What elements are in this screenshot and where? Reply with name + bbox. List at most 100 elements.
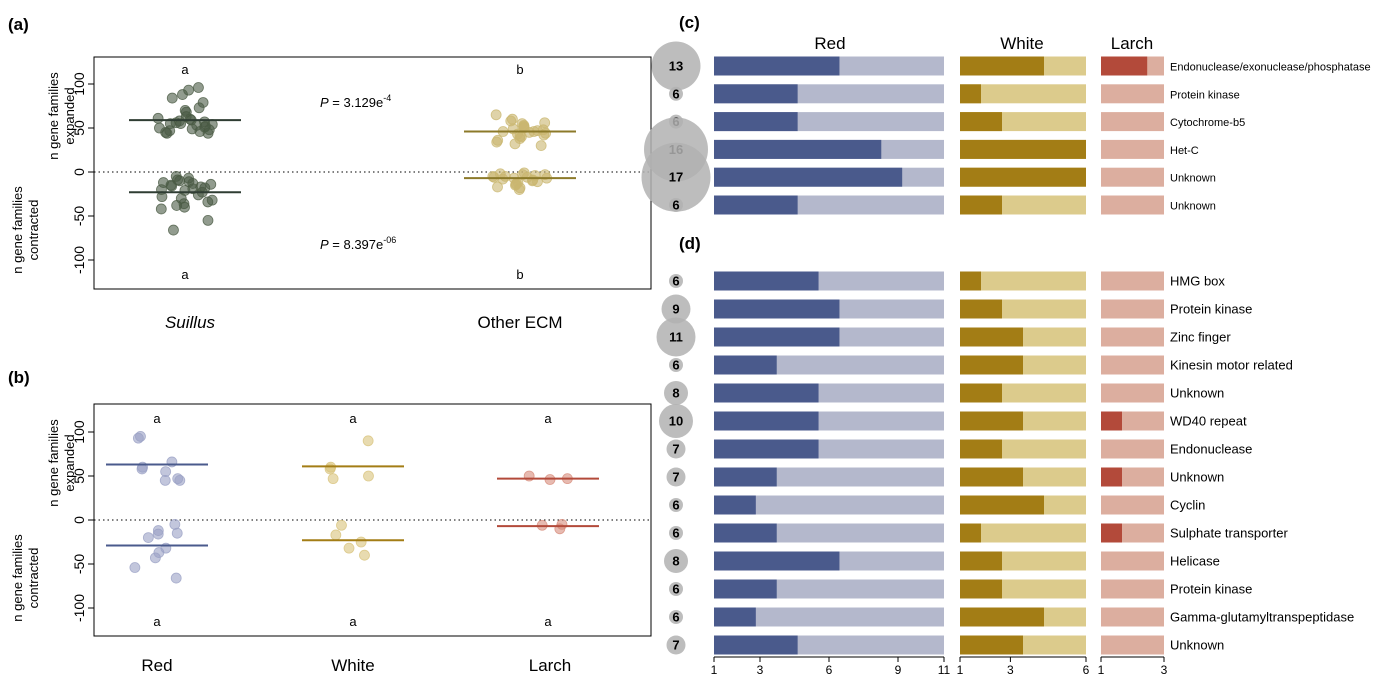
panel-b-letter-top-1: a [153, 411, 161, 426]
data-point [327, 473, 339, 485]
data-point [343, 542, 355, 554]
row-label: Unknown [1170, 638, 1224, 653]
white-bar [960, 607, 1044, 627]
larch-bar-track [1101, 299, 1164, 319]
row-label: Protein kinase [1170, 89, 1240, 101]
count-circle [669, 610, 683, 624]
panel-b-group-larch: Larch [529, 656, 572, 675]
count-label: 7 [672, 442, 679, 457]
count-label: 6 [672, 498, 679, 513]
row-label: Unknown [1170, 201, 1216, 213]
data-point [202, 127, 214, 139]
panel-b-letter-bottom-1: a [153, 614, 161, 629]
data-point [152, 528, 164, 540]
larch-bar-track [1101, 112, 1164, 132]
row-label: Protein kinase [1170, 582, 1252, 597]
red-bar-track [714, 607, 944, 627]
data-point [152, 112, 164, 124]
panel-a-letter-bottom-2: b [516, 267, 523, 282]
data-point [491, 136, 503, 148]
white-bar [960, 56, 1044, 76]
panel-c-header-red: Red [814, 34, 845, 53]
count-label: 6 [672, 610, 679, 625]
panel-b-label: (b) [8, 368, 30, 387]
white-bar [960, 327, 1023, 347]
data-point [202, 214, 214, 226]
panel-b: (b) 100 50 0 -50 -100 n gene families expand… [8, 368, 652, 675]
panel-b-letter-bottom-3: a [544, 614, 552, 629]
panel-a-p-value-top: P = 3.129e-4 [320, 93, 391, 110]
panel-b-ylabel-top-1: n gene families [46, 419, 61, 507]
count-circle [656, 317, 696, 357]
y-tick-label: 100 [71, 72, 87, 96]
panel-c-header-white: White [1000, 34, 1043, 53]
row-label: WD40 repeat [1170, 414, 1247, 429]
x-tick-label: 1 [711, 663, 718, 676]
data-point [155, 203, 167, 215]
white-bar-track [960, 523, 1086, 543]
count-circle [669, 274, 683, 288]
count-label: 6 [672, 86, 679, 101]
white-bar [960, 299, 1002, 319]
panel-b-letter-bottom-2: a [349, 614, 357, 629]
panel-a-letter-bottom-1: a [181, 267, 189, 282]
panel-b-letter-top-2: a [349, 411, 357, 426]
white-bar [960, 411, 1023, 431]
panel-d-rows: 6 HMG box 9 Protein kinase 11 Zinc finger 6 Kin… [656, 271, 1354, 655]
row-label: Endonuclease/exonuclease/phosphatase [1170, 62, 1371, 74]
data-point [359, 549, 370, 561]
larch-bar-track [1101, 579, 1164, 599]
data-point [535, 140, 547, 152]
data-point [171, 527, 183, 539]
panel-a-y-axis: 100 50 0 -50 -100 [71, 72, 95, 274]
panel-a-letter-top-2: b [516, 62, 523, 77]
red-bar [714, 327, 840, 347]
panel-b-y-axis: 100 50 0 -50 -100 [71, 420, 95, 622]
y-tick-label: 0 [71, 168, 87, 176]
panel-a-p-value-bottom: P = 8.397e-06 [320, 235, 396, 252]
panel-a-ylabel-bottom-1: n gene families [10, 186, 25, 274]
count-circle [669, 198, 683, 212]
red-bar [714, 523, 777, 543]
white-bar [960, 635, 1023, 655]
white-bar [960, 167, 1086, 187]
y-tick-label: -50 [71, 206, 87, 226]
white-bar [960, 355, 1023, 375]
white-bar-track [960, 84, 1086, 104]
red-bar [714, 579, 777, 599]
red-bar [714, 551, 840, 571]
count-circle [651, 41, 701, 91]
data-point [330, 529, 342, 541]
white-bar [960, 84, 981, 104]
y-tick-label: 50 [71, 468, 87, 484]
larch-bar-track [1101, 327, 1164, 347]
white-bar [960, 467, 1023, 487]
panel-a-ylabel-bottom-2: contracted [26, 200, 41, 261]
count-label: 7 [672, 638, 679, 653]
row-label: Unknown [1170, 173, 1216, 185]
row-label: Cytochrome-b5 [1170, 117, 1245, 129]
data-point [513, 184, 525, 196]
red-bar [714, 56, 840, 76]
data-point [170, 572, 182, 584]
count-circle [669, 526, 683, 540]
white-bar [960, 551, 1002, 571]
white-bar [960, 383, 1002, 403]
red-bar [714, 299, 840, 319]
panel-a-letter-top-1: a [181, 62, 189, 77]
count-label: 6 [672, 198, 679, 213]
data-point [149, 552, 161, 564]
row-label: Gamma-glutamyltranspeptidase [1170, 610, 1354, 625]
panel-b-ylabel-bottom-1: n gene families [10, 534, 25, 622]
data-point [363, 470, 374, 482]
red-bar-track [714, 495, 944, 515]
red-bar [714, 355, 777, 375]
white-bar [960, 523, 981, 543]
data-point [490, 109, 502, 121]
red-bar [714, 495, 756, 515]
red-bar [714, 607, 756, 627]
data-point [499, 170, 511, 182]
x-tick-label: 6 [1083, 663, 1090, 676]
